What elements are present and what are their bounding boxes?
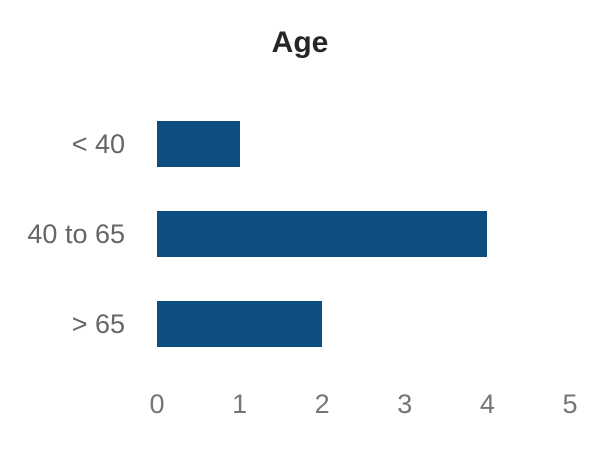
plot-area	[157, 0, 570, 380]
bar-row	[157, 301, 570, 347]
x-axis: 0 1 2 3 4 5	[149, 389, 577, 421]
bar-row	[157, 211, 570, 257]
x-tick-label: 4	[479, 389, 495, 419]
x-tick-label: 5	[562, 389, 578, 419]
category-label-over-65: > 65	[71, 309, 125, 339]
bar-40-to-65	[157, 211, 488, 257]
x-tick-label: 0	[149, 389, 165, 419]
category-label-under-40: < 40	[71, 129, 125, 159]
x-tick-label: 3	[397, 389, 413, 419]
chart-title: Age	[271, 26, 329, 59]
x-tick-label: 2	[314, 389, 330, 419]
bar-row	[157, 121, 570, 167]
bar-over-65	[157, 301, 323, 347]
bar-under-40	[157, 121, 240, 167]
x-tick-label: 1	[232, 389, 248, 419]
category-label-40-to-65: 40 to 65	[27, 219, 125, 249]
